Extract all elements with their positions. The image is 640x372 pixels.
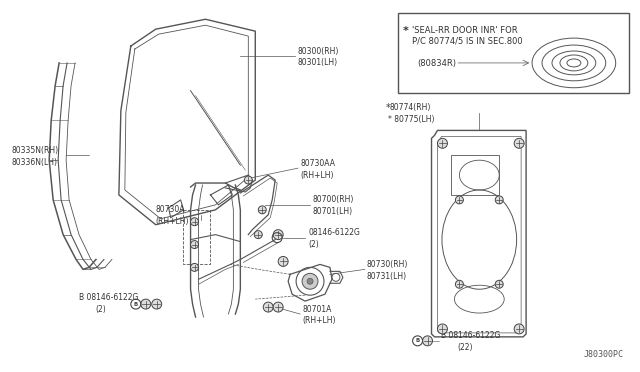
Text: J80300PC: J80300PC bbox=[584, 350, 623, 359]
Circle shape bbox=[302, 273, 318, 289]
Text: 80301(LH): 80301(LH) bbox=[297, 58, 337, 67]
Circle shape bbox=[244, 176, 252, 184]
Circle shape bbox=[495, 280, 503, 288]
Text: 80774(RH): 80774(RH) bbox=[390, 103, 431, 112]
Circle shape bbox=[514, 324, 524, 334]
Text: 'SEAL-RR DOOR INR' FOR: 'SEAL-RR DOOR INR' FOR bbox=[412, 26, 517, 35]
Circle shape bbox=[495, 196, 503, 204]
Circle shape bbox=[456, 280, 463, 288]
Circle shape bbox=[278, 256, 288, 266]
Circle shape bbox=[438, 324, 447, 334]
Text: 80701(LH): 80701(LH) bbox=[312, 207, 352, 216]
Circle shape bbox=[191, 241, 198, 248]
Text: 80730AA: 80730AA bbox=[300, 159, 335, 168]
Circle shape bbox=[273, 302, 283, 312]
Text: 80300(RH): 80300(RH) bbox=[297, 46, 339, 55]
Text: (2): (2) bbox=[95, 305, 106, 314]
Circle shape bbox=[191, 263, 198, 271]
Text: 80335N(RH): 80335N(RH) bbox=[12, 146, 58, 155]
Circle shape bbox=[273, 230, 283, 240]
Text: (2): (2) bbox=[308, 240, 319, 249]
Text: * 80775(LH): * 80775(LH) bbox=[388, 115, 434, 124]
Text: B 08146-6122G: B 08146-6122G bbox=[442, 331, 501, 340]
Text: (RH+LH): (RH+LH) bbox=[156, 217, 189, 226]
Circle shape bbox=[456, 196, 463, 204]
Text: 80336N(LH): 80336N(LH) bbox=[12, 158, 58, 167]
Circle shape bbox=[438, 138, 447, 148]
Text: P/C 80774/5 IS IN SEC.800: P/C 80774/5 IS IN SEC.800 bbox=[412, 36, 522, 45]
Circle shape bbox=[259, 206, 266, 214]
Text: 08146-6122G: 08146-6122G bbox=[308, 228, 360, 237]
Text: 80730(RH): 80730(RH) bbox=[367, 260, 408, 269]
Text: (RH+LH): (RH+LH) bbox=[302, 317, 335, 326]
Text: B: B bbox=[275, 235, 279, 240]
Circle shape bbox=[141, 299, 151, 309]
Text: B 08146-6122G: B 08146-6122G bbox=[79, 293, 138, 302]
Text: 80701A: 80701A bbox=[302, 305, 332, 314]
Text: *: * bbox=[403, 26, 408, 36]
Text: (22): (22) bbox=[458, 343, 473, 352]
Text: B: B bbox=[415, 339, 420, 343]
Circle shape bbox=[152, 299, 162, 309]
Text: 80700(RH): 80700(RH) bbox=[312, 195, 353, 204]
Text: 80730A: 80730A bbox=[156, 205, 185, 214]
Circle shape bbox=[422, 336, 433, 346]
Text: *: * bbox=[386, 103, 390, 113]
Circle shape bbox=[263, 302, 273, 312]
Circle shape bbox=[254, 231, 262, 238]
Circle shape bbox=[191, 218, 198, 226]
Circle shape bbox=[307, 278, 313, 284]
Text: (80834R): (80834R) bbox=[417, 59, 456, 68]
Text: B: B bbox=[134, 302, 138, 307]
Text: 80731(LH): 80731(LH) bbox=[367, 272, 407, 281]
Circle shape bbox=[514, 138, 524, 148]
Text: (RH+LH): (RH+LH) bbox=[300, 171, 333, 180]
